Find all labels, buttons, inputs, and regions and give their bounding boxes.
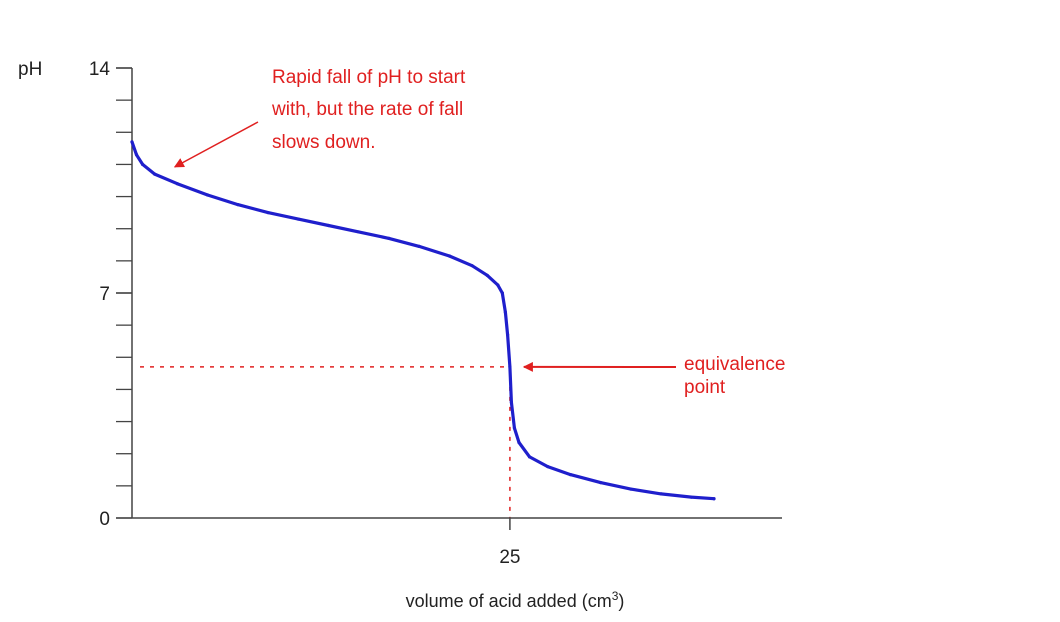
- curve-point: [509, 400, 514, 404]
- rapid-fall-annotation-line-1: Rapid fall of pH to start: [272, 67, 466, 88]
- curve-point: [629, 487, 633, 491]
- curve-point: [134, 153, 139, 157]
- ph-curve-line: [130, 140, 716, 501]
- x-axis-label: volume of acid added (cm3): [406, 589, 625, 611]
- curve-point: [470, 264, 474, 268]
- curve-point: [326, 223, 331, 228]
- curve-point: [205, 193, 210, 197]
- y-tick-label: 14: [89, 59, 111, 80]
- y-axis-label: pH: [18, 59, 42, 80]
- curve-point: [357, 230, 361, 234]
- curve-point: [266, 211, 270, 215]
- axis-ticks: 0 7 14 25: [89, 59, 521, 568]
- curve-point: [503, 310, 507, 314]
- curve-point: [712, 497, 716, 501]
- curve-point: [527, 455, 532, 459]
- curve-point: [175, 182, 179, 186]
- curve-point: [296, 217, 300, 221]
- curve-point: [512, 426, 517, 430]
- curve-point: [508, 365, 512, 369]
- curve-point: [689, 495, 693, 499]
- reference-lines: [140, 366, 511, 518]
- curve-point: [417, 244, 421, 248]
- equivalence-annotation-line-2: point: [684, 377, 726, 398]
- rapid-fall-annotation: Rapid fall of pH to start with, but the …: [173, 67, 466, 168]
- curve-point: [236, 203, 240, 207]
- curve-point: [599, 481, 603, 485]
- equivalence-annotation-line-1: equivalence: [684, 354, 785, 375]
- y-tick-label: 7: [99, 284, 110, 305]
- curve-points: [130, 140, 716, 501]
- y-tick-label: 0: [99, 509, 110, 530]
- curve-point: [153, 172, 157, 176]
- curve-point: [485, 273, 489, 277]
- rapid-fall-annotation-line-2: with, but the rate of fall: [271, 99, 463, 120]
- curve-point: [506, 333, 510, 337]
- rapid-fall-arrow: [173, 121, 259, 168]
- axes: [131, 68, 782, 519]
- x-axis-label-main: volume of acid added (cm: [406, 591, 612, 611]
- curve-point: [517, 440, 521, 445]
- curve-point: [496, 283, 500, 287]
- x-tick-label: 25: [499, 547, 520, 568]
- curve-point: [387, 236, 391, 240]
- curve-point: [546, 464, 550, 469]
- curve-point: [140, 162, 145, 167]
- curve-point: [568, 473, 572, 477]
- curve-point: [447, 254, 452, 258]
- equivalence-point-annotation: equivalence point: [522, 354, 785, 398]
- curve-point: [659, 492, 663, 496]
- x-axis-label-superscript: 3: [612, 589, 619, 603]
- x-axis-label-close: ): [618, 591, 624, 611]
- rapid-fall-annotation-line-3: slows down.: [272, 132, 376, 153]
- curve-point: [130, 140, 134, 144]
- curve-point: [500, 291, 504, 295]
